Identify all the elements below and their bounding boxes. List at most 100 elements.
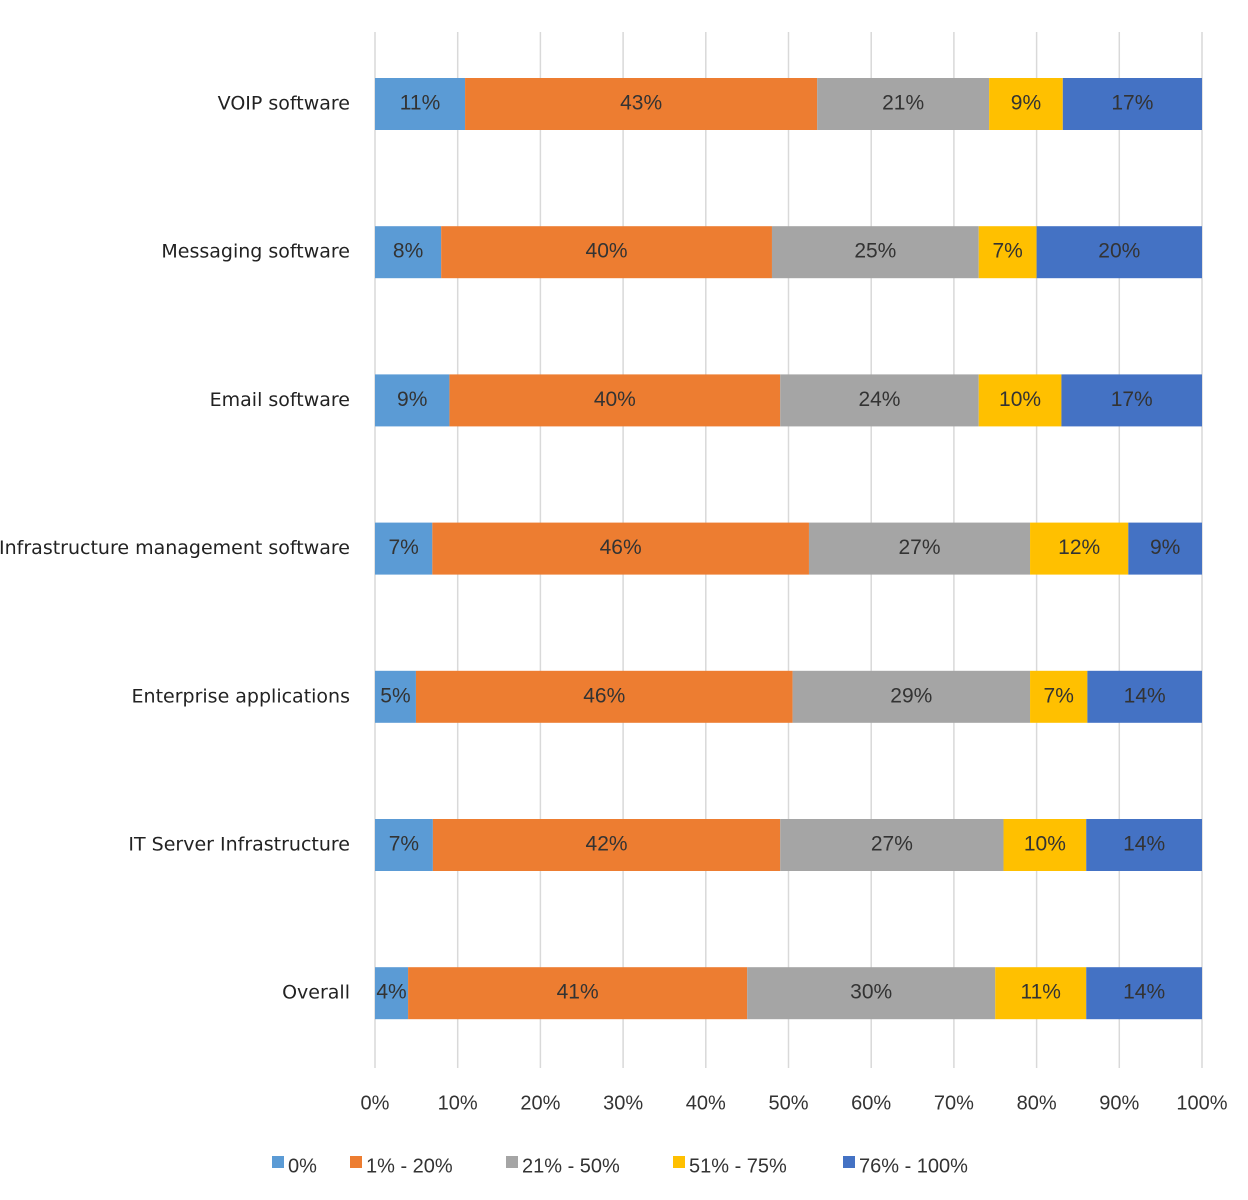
- bar-segment: [780, 374, 979, 427]
- legend-label: 76% - 100%: [859, 1155, 968, 1177]
- data-label: 29%: [890, 684, 932, 707]
- legend-label: 51% - 75%: [689, 1155, 787, 1177]
- data-label: 9%: [397, 388, 427, 411]
- data-label: 21%: [882, 92, 924, 115]
- bar-segment: [1030, 670, 1088, 723]
- x-tick-label: 40%: [686, 1092, 726, 1114]
- legend-swatch: [350, 1156, 362, 1168]
- data-label: 12%: [1058, 536, 1100, 559]
- bar-segment: [1062, 78, 1202, 130]
- bar-segment: [1003, 819, 1087, 871]
- data-label: 17%: [1111, 388, 1153, 411]
- data-label: 20%: [1098, 240, 1140, 263]
- category-labels: VOIP software Messaging software Email sof…: [0, 93, 350, 1004]
- data-label: 14%: [1124, 684, 1166, 707]
- legend-label: 0%: [288, 1155, 317, 1177]
- bars: 11% 43% 21% 9% 17% 8% 40% 25% 7% 20% 9% 40% 24% 10% 17…: [375, 78, 1202, 1020]
- bar-segment: [375, 226, 442, 279]
- bar-segment: [375, 522, 433, 575]
- category-label: VOIP software: [218, 93, 350, 115]
- data-label: 7%: [388, 536, 418, 559]
- legend-label: 21% - 50%: [522, 1155, 620, 1177]
- data-label: 30%: [850, 981, 892, 1004]
- bar-segment: [408, 967, 748, 1020]
- bar-segment: [747, 967, 996, 1020]
- bar-segment: [808, 522, 1031, 575]
- bar-segment: [375, 78, 466, 130]
- bar-segment: [792, 670, 1031, 723]
- bar-segment: [375, 967, 409, 1020]
- x-tick-label: 10%: [438, 1092, 478, 1114]
- category-label: Infrastructure management software: [0, 537, 350, 559]
- bar-segment: [1086, 967, 1202, 1020]
- category-label: Overall: [282, 982, 350, 1004]
- data-label: 9%: [1011, 92, 1041, 115]
- data-label: 8%: [393, 240, 423, 263]
- bar-segment: [978, 226, 1037, 279]
- bar-segment: [771, 226, 979, 279]
- bar-segment: [1036, 226, 1202, 279]
- data-label: 10%: [999, 388, 1041, 411]
- data-label: 25%: [854, 240, 896, 263]
- x-tick-label: 90%: [1099, 1092, 1139, 1114]
- x-tick-label: 30%: [603, 1092, 643, 1114]
- x-axis-tick-labels: 0% 10% 20% 30% 40% 50% 60% 70% 80% 90% 100%: [361, 1092, 1228, 1114]
- x-tick-label: 100%: [1176, 1092, 1227, 1114]
- bar-segment: [465, 78, 818, 130]
- data-label: 14%: [1123, 833, 1165, 856]
- x-tick-label: 20%: [520, 1092, 560, 1114]
- bar-segment: [1061, 374, 1202, 427]
- legend-swatch: [506, 1156, 518, 1168]
- data-label: 7%: [1044, 684, 1074, 707]
- data-label: 11%: [1020, 981, 1060, 1004]
- data-label: 24%: [858, 388, 900, 411]
- data-label: 46%: [600, 536, 642, 559]
- data-label: 43%: [620, 92, 662, 115]
- bar-segment: [375, 670, 416, 723]
- legend-label: 1% - 20%: [366, 1155, 453, 1177]
- x-tick-label: 0%: [361, 1092, 390, 1114]
- data-label: 41%: [557, 981, 599, 1004]
- bar-segment: [375, 819, 433, 871]
- category-label: Email software: [210, 389, 350, 411]
- x-tick-label: 60%: [851, 1092, 891, 1114]
- data-label: 27%: [898, 536, 940, 559]
- bar-segment: [1128, 522, 1202, 575]
- x-tick-label: 70%: [934, 1092, 974, 1114]
- bar-segment: [989, 78, 1063, 130]
- category-label: Messaging software: [161, 241, 350, 263]
- bar-segment: [441, 226, 772, 279]
- data-label: 4%: [376, 981, 406, 1004]
- data-label: 10%: [1024, 833, 1066, 856]
- x-tick-label: 50%: [768, 1092, 808, 1114]
- bar-segment: [995, 967, 1087, 1020]
- data-label: 14%: [1123, 981, 1165, 1004]
- data-label: 5%: [380, 684, 410, 707]
- bar-segment: [1087, 670, 1202, 723]
- data-label: 27%: [871, 833, 913, 856]
- data-label: 42%: [586, 833, 628, 856]
- data-label: 7%: [992, 240, 1022, 263]
- category-label: Enterprise applications: [132, 685, 350, 707]
- bar-segment: [432, 819, 781, 871]
- category-label: IT Server Infrastructure: [128, 834, 350, 856]
- bar-segment: [375, 374, 450, 427]
- legend-swatch: [673, 1156, 685, 1168]
- bar-segment: [978, 374, 1062, 427]
- bar-segment: [415, 670, 793, 723]
- bar-segment: [780, 819, 1004, 871]
- legend-swatch: [272, 1156, 284, 1168]
- legend: 0% 1% - 20% 21% - 50% 51% - 75% 76% - 100%: [272, 1155, 968, 1177]
- data-label: 17%: [1111, 92, 1153, 115]
- data-label: 9%: [1150, 536, 1180, 559]
- x-tick-label: 80%: [1017, 1092, 1057, 1114]
- bar-segment: [817, 78, 990, 130]
- bar-segment: [432, 522, 809, 575]
- legend-swatch: [843, 1156, 855, 1168]
- data-label: 7%: [389, 833, 419, 856]
- data-label: 40%: [586, 240, 628, 263]
- bar-segment: [1030, 522, 1129, 575]
- bar-segment: [1086, 819, 1202, 871]
